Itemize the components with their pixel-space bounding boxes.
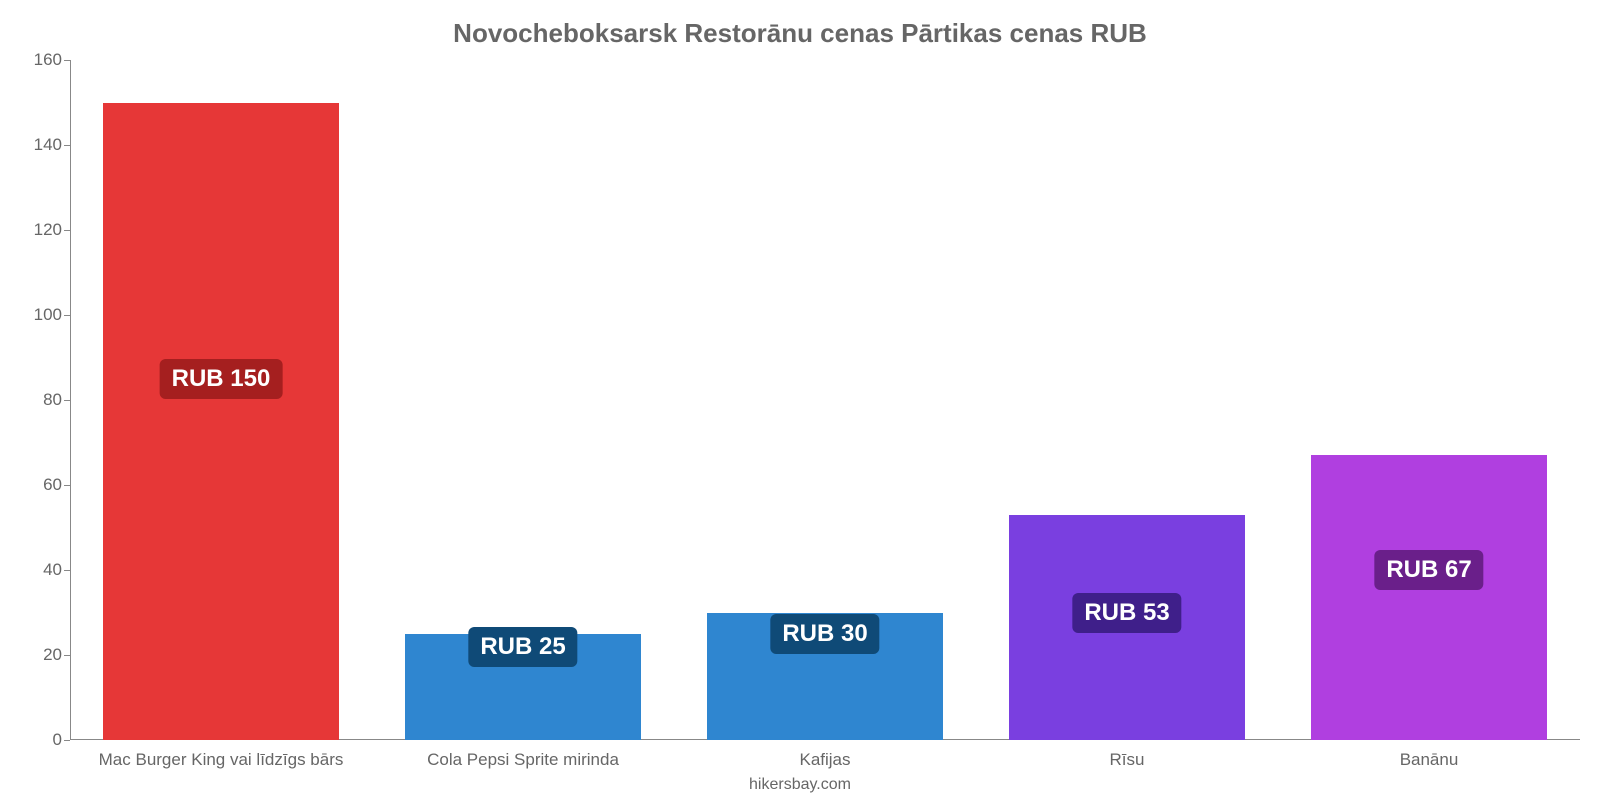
y-tick-label: 80 [20, 390, 62, 410]
plot-area: 020406080100120140160RUB 150Mac Burger K… [70, 60, 1580, 740]
y-tick-mark [64, 400, 70, 401]
bar [1311, 455, 1547, 740]
price-bar-chart: Novocheboksarsk Restorānu cenas Pārtikas… [0, 0, 1600, 800]
y-tick-mark [64, 145, 70, 146]
y-tick-mark [64, 60, 70, 61]
y-tick-label: 120 [20, 220, 62, 240]
y-axis-line [70, 60, 71, 740]
bar-value-label: RUB 67 [1374, 550, 1483, 590]
y-tick-mark [64, 655, 70, 656]
bar-value-label: RUB 53 [1072, 593, 1181, 633]
x-tick-label: Cola Pepsi Sprite mirinda [427, 750, 619, 770]
bar-value-label: RUB 25 [468, 627, 577, 667]
y-tick-mark [64, 230, 70, 231]
y-tick-label: 20 [20, 645, 62, 665]
y-tick-label: 100 [20, 305, 62, 325]
y-tick-mark [64, 740, 70, 741]
y-tick-label: 0 [20, 730, 62, 750]
y-tick-mark [64, 570, 70, 571]
bar [103, 103, 339, 741]
chart-title: Novocheboksarsk Restorānu cenas Pārtikas… [0, 18, 1600, 49]
x-tick-label: Banānu [1400, 750, 1459, 770]
x-tick-label: Kafijas [799, 750, 850, 770]
y-tick-mark [64, 485, 70, 486]
credit-text: hikersbay.com [0, 776, 1600, 794]
x-tick-label: Rīsu [1110, 750, 1145, 770]
y-tick-label: 40 [20, 560, 62, 580]
x-tick-label: Mac Burger King vai līdzīgs bārs [99, 750, 344, 770]
y-tick-label: 140 [20, 135, 62, 155]
y-tick-label: 160 [20, 50, 62, 70]
bar-value-label: RUB 30 [770, 614, 879, 654]
y-tick-label: 60 [20, 475, 62, 495]
bar-value-label: RUB 150 [160, 359, 283, 399]
y-tick-mark [64, 315, 70, 316]
